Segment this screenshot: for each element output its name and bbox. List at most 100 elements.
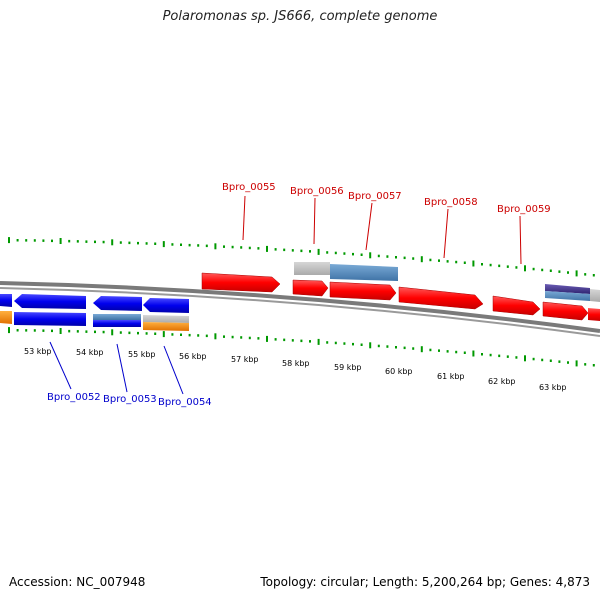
gc-skew-mark-inner bbox=[506, 355, 509, 358]
gc-skew-mark-inner bbox=[438, 349, 440, 352]
gc-skew-mark-outer bbox=[369, 252, 372, 259]
gc-skew-mark-outer bbox=[506, 265, 509, 268]
gc-skew-mark-outer bbox=[16, 239, 19, 242]
gc-skew-mark-inner bbox=[463, 351, 466, 354]
gc-skew-mark-inner bbox=[205, 334, 208, 338]
gc-skew-mark-outer bbox=[8, 237, 10, 244]
gc-skew-mark-inner bbox=[102, 330, 105, 334]
gc-skew-mark-inner bbox=[162, 331, 165, 338]
gc-skew-mark-inner bbox=[137, 331, 139, 335]
kbp-tick-labels: 53 kbp 54 kbp 55 kbp 56 kbp 57 kbp 58 kb… bbox=[24, 347, 567, 392]
gene-bpro-0059[interactable] bbox=[492, 295, 541, 316]
gc-skew-mark-outer bbox=[575, 270, 578, 277]
gene-bpro-0053-steel[interactable] bbox=[93, 314, 141, 320]
gene-label-bpro-0054[interactable]: Bpro_0054 bbox=[158, 397, 212, 408]
gene-bpro-0052[interactable] bbox=[14, 312, 86, 326]
gene-steel-feature[interactable] bbox=[545, 291, 590, 301]
gc-skew-mark-inner bbox=[489, 353, 492, 357]
gene-bpro-0057[interactable] bbox=[329, 281, 397, 301]
gene-label-bpro-0056[interactable]: Bpro_0056 bbox=[290, 186, 344, 197]
tick-label-60: 60 kbp bbox=[385, 367, 413, 376]
gene-bpro-0054-grey[interactable] bbox=[143, 315, 189, 323]
gc-skew-mark-inner bbox=[240, 336, 243, 339]
gene-red-right-1[interactable] bbox=[542, 301, 589, 321]
gc-skew-mark-inner bbox=[76, 330, 79, 333]
gc-skew-mark-inner bbox=[317, 338, 320, 345]
gc-skew-mark-outer bbox=[180, 243, 182, 246]
gc-skew-mark-inner bbox=[524, 355, 526, 362]
gc-skew-mark-inner bbox=[188, 333, 191, 337]
gc-skew-mark-inner bbox=[33, 329, 36, 332]
gene-bpro-0058[interactable] bbox=[398, 286, 484, 310]
gene-bpro-0056[interactable] bbox=[292, 279, 329, 297]
gc-skew-mark-outer bbox=[94, 240, 96, 244]
gene-bpro-0056-steel[interactable] bbox=[330, 264, 398, 281]
gc-skew-mark-outer bbox=[524, 265, 526, 272]
gc-skew-mark-outer bbox=[205, 244, 208, 248]
gc-skew-mark-outer bbox=[515, 266, 518, 269]
gc-skew-mark-outer bbox=[111, 239, 114, 246]
gc-skew-mark-outer bbox=[403, 256, 406, 260]
gc-skew-mark-inner bbox=[343, 342, 346, 345]
gc-skew-mark-outer bbox=[489, 263, 492, 267]
gc-skew-mark-inner bbox=[377, 344, 380, 348]
gene-blue-left-3[interactable] bbox=[143, 298, 189, 313]
gc-skew-mark-inner bbox=[429, 348, 432, 352]
gc-skew-mark-inner bbox=[541, 358, 544, 362]
tick-label-53: 53 kbp bbox=[24, 347, 52, 356]
gene-label-bpro-0055[interactable]: Bpro_0055 bbox=[222, 182, 276, 193]
gc-skew-mark-outer bbox=[188, 243, 191, 247]
gc-skew-mark-outer bbox=[59, 238, 62, 244]
gc-skew-mark-inner bbox=[395, 346, 397, 349]
gc-skew-mark-outer bbox=[197, 244, 200, 247]
gc-skew-mark-inner bbox=[42, 329, 45, 332]
gene-label-bpro-0057[interactable]: Bpro_0057 bbox=[348, 191, 402, 202]
gc-skew-mark-inner bbox=[145, 332, 148, 335]
gc-skew-mark-outer bbox=[541, 268, 544, 272]
tick-label-63: 63 kbp bbox=[539, 383, 567, 392]
gc-skew-mark-inner bbox=[119, 331, 122, 334]
gene-label-bpro-0059[interactable]: Bpro_0059 bbox=[497, 204, 551, 215]
gene-blue-left-2[interactable] bbox=[93, 296, 142, 311]
gene-blue-left-edge[interactable] bbox=[0, 294, 12, 307]
gc-skew-mark-inner bbox=[386, 345, 389, 348]
gc-skew-mark-outer bbox=[33, 239, 36, 242]
forward-gene-leaders bbox=[242, 195, 522, 265]
gc-skew-mark-outer bbox=[257, 247, 260, 250]
gc-skew-mark-inner bbox=[558, 360, 561, 363]
gc-skew-mark-outer bbox=[567, 271, 569, 274]
gc-skew-mark-inner bbox=[214, 333, 217, 340]
gc-skew-mark-outer bbox=[274, 248, 277, 251]
forward-gene-labels: Bpro_0055 Bpro_0056 Bpro_0057 Bpro_0058 … bbox=[222, 182, 551, 215]
gc-skew-mark-outer bbox=[558, 270, 561, 273]
gc-skew-mark-inner bbox=[446, 350, 449, 353]
gc-skew-mark-outer bbox=[592, 274, 595, 277]
gene-bpro-0055[interactable] bbox=[201, 272, 281, 293]
gene-bpro-0054[interactable] bbox=[143, 322, 189, 331]
tick-label-54: 54 kbp bbox=[76, 348, 104, 357]
gc-skew-mark-inner bbox=[352, 342, 354, 346]
gene-blue-left-1[interactable] bbox=[14, 294, 86, 309]
gene-label-bpro-0052[interactable]: Bpro_0052 bbox=[47, 392, 101, 403]
reverse-strand-genes bbox=[0, 294, 189, 331]
forward-strand-genes bbox=[201, 262, 600, 321]
gc-skew-mark-inner bbox=[248, 336, 251, 340]
gene-label-bpro-0058[interactable]: Bpro_0058 bbox=[424, 197, 478, 208]
gene-grey-feature[interactable] bbox=[294, 262, 330, 275]
gc-skew-mark-outer bbox=[420, 256, 423, 263]
gc-skew-mark-outer bbox=[137, 241, 139, 245]
gene-grey-right[interactable] bbox=[590, 289, 600, 302]
gc-skew-mark-outer bbox=[343, 252, 346, 255]
gc-skew-mark-outer bbox=[68, 239, 71, 243]
gene-label-bpro-0053[interactable]: Bpro_0053 bbox=[103, 394, 157, 405]
gc-skew-mark-inner bbox=[515, 356, 518, 359]
gene-purple-feature[interactable] bbox=[545, 284, 590, 294]
gene-red-right-2[interactable] bbox=[588, 308, 600, 321]
gc-skew-mark-outer bbox=[119, 241, 122, 244]
gene-orange-left-edge[interactable] bbox=[0, 311, 12, 324]
gene-bpro-0053[interactable] bbox=[93, 320, 141, 327]
gc-skew-mark-inner bbox=[403, 346, 406, 350]
gc-skew-mark-inner bbox=[498, 354, 501, 358]
gc-skew-mark-inner bbox=[283, 338, 286, 342]
gc-skew-mark-outer bbox=[377, 254, 380, 258]
